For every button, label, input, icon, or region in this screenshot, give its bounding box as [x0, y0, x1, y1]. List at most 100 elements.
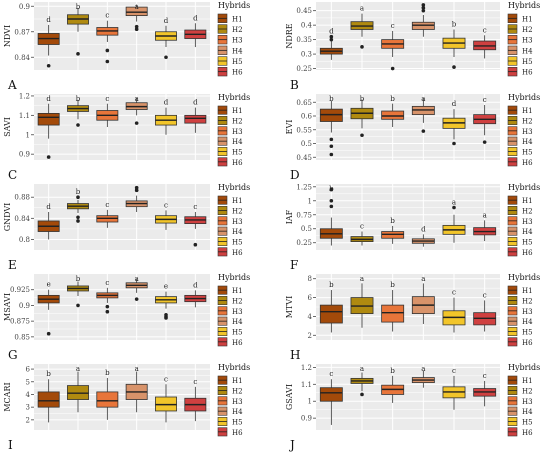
box-H5: c — [155, 201, 177, 230]
box-H6: c — [473, 96, 497, 144]
significance-letter: b — [329, 185, 334, 193]
y-tick-label: 0.87 — [14, 28, 30, 36]
legend-label: H5 — [232, 58, 243, 66]
significance-letter: a — [421, 3, 425, 11]
y-tick-label: 0.45 — [296, 154, 312, 162]
box-H1: d — [37, 203, 60, 240]
box-H3: c — [381, 22, 405, 71]
box-H1: c — [319, 370, 343, 425]
significance-letter: b — [360, 95, 365, 103]
outlier-point — [105, 48, 110, 53]
box-H2: b — [67, 95, 89, 127]
legend-label: H4 — [232, 47, 243, 55]
outlier-point — [105, 59, 110, 64]
box-H6: d — [184, 14, 207, 48]
box-iqr — [319, 304, 343, 324]
box-H5: a — [442, 198, 466, 243]
y-axis-label: MTVI — [285, 296, 294, 318]
box-H4: a — [411, 3, 435, 37]
legend-label: H1 — [232, 287, 243, 295]
y-tick-label: 0.9 — [19, 302, 30, 310]
legend-label: H5 — [232, 239, 243, 247]
significance-letter: c — [105, 279, 109, 287]
significance-letter: b — [390, 281, 395, 289]
y-tick-label: 6 — [26, 366, 31, 374]
legend-label: H6 — [522, 69, 533, 77]
significance-letter: a — [452, 198, 456, 206]
legend-label: H2 — [232, 118, 243, 126]
outlier-point — [329, 198, 334, 203]
y-tick-label: 0.9 — [301, 415, 312, 423]
y-tick-label: 0.3 — [301, 51, 312, 59]
box-iqr — [381, 110, 405, 120]
box-iqr — [125, 6, 148, 16]
significance-letter: c — [105, 12, 109, 20]
outlier-point — [360, 133, 364, 138]
legend: Hybrids H1 H2 H3 H4 H5 H6 — [507, 183, 540, 257]
y-tick-label: 5 — [26, 378, 30, 386]
y-tick-label: 1.1 — [19, 112, 30, 120]
significance-letter: c — [105, 95, 109, 103]
legend-label: H4 — [232, 138, 243, 146]
legend-title: Hybrids — [508, 93, 540, 102]
y-axis-label: MSAVI — [3, 293, 12, 321]
panel-letter: H — [290, 348, 300, 362]
y-tick-label: 8 — [308, 275, 312, 283]
legend-label: H5 — [522, 419, 533, 427]
legend-label: H4 — [232, 408, 243, 416]
significance-letter: a — [421, 365, 425, 373]
box-H3: b — [381, 95, 405, 127]
significance-letter: b — [452, 20, 457, 28]
box-H3: c — [96, 12, 119, 64]
legend-title: Hybrids — [218, 93, 250, 102]
plot-background — [34, 184, 210, 250]
y-tick-label: 1.2 — [301, 364, 312, 372]
box-H6: a — [473, 211, 497, 242]
outlier-point — [134, 185, 139, 190]
legend-title: Hybrids — [508, 1, 540, 10]
outlier-point — [452, 141, 456, 146]
box-H3: b — [381, 367, 405, 403]
significance-letter: d — [46, 203, 51, 211]
legend-label: H2 — [522, 298, 533, 306]
legend: Hybrids H1 H2 H3 H4 H5 H6 — [507, 93, 540, 167]
legend-label: H6 — [522, 339, 533, 347]
outlier-point — [329, 144, 334, 149]
significance-letter: d — [164, 99, 169, 107]
significance-letter: b — [76, 3, 81, 11]
legend-label: H5 — [232, 149, 243, 157]
legend-title: Hybrids — [218, 273, 250, 282]
plot-background — [34, 2, 210, 70]
significance-letter: a — [135, 365, 139, 373]
significance-letter: d — [46, 95, 51, 103]
box-H1: b — [37, 370, 60, 423]
legend-label: H3 — [232, 398, 243, 406]
y-tick-label: 0.88 — [14, 194, 30, 202]
significance-letter: c — [105, 201, 109, 209]
significance-letter: c — [164, 201, 168, 209]
panel-C: 0.9 1 1.1 1.2 SAVI d b c a d d C Hybrids H1 H2 H3 H4 H5 H6 — [3, 92, 250, 182]
y-tick-label: 0.9 — [19, 3, 30, 11]
significance-letter: c — [391, 22, 395, 30]
significance-letter: c — [483, 372, 487, 380]
significance-letter: e — [47, 281, 51, 289]
legend-title: Hybrids — [218, 363, 250, 372]
outlier-point — [329, 37, 334, 42]
significance-letter: c — [483, 96, 487, 104]
box-H1: b — [319, 95, 343, 157]
legend-label: H6 — [522, 429, 533, 437]
legend-label: H5 — [522, 149, 533, 157]
legend-title: Hybrids — [508, 363, 540, 372]
y-tick-label: 0.25 — [296, 239, 312, 247]
significance-letter: e — [164, 283, 168, 291]
y-tick-label: 0.55 — [296, 126, 312, 134]
outlier-point — [193, 242, 198, 247]
legend: Hybrids H1 H2 H3 H4 H5 H6 — [507, 363, 540, 437]
significance-letter: c — [360, 223, 364, 231]
box-H2: c — [350, 223, 374, 246]
legend-label: H1 — [522, 107, 533, 115]
y-axis-label: GSAVI — [285, 384, 294, 410]
significance-letter: a — [135, 275, 139, 283]
